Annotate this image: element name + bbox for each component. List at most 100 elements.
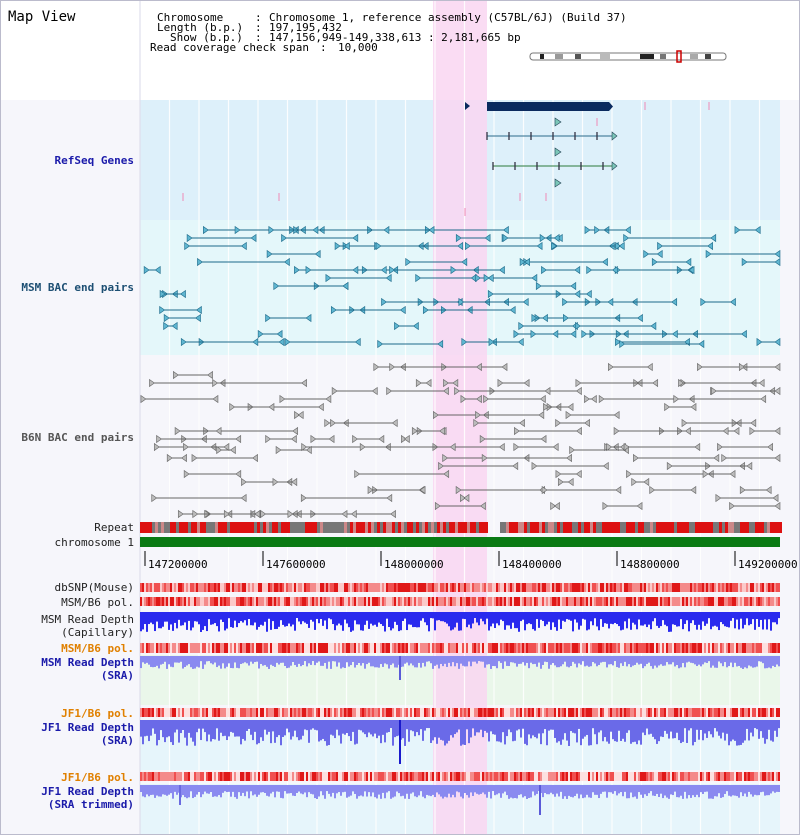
- b6n-bac-end: [235, 469, 242, 479]
- b6n-bac-end: [449, 442, 456, 452]
- b6n-bac-end: [626, 469, 632, 479]
- dbsnp-cell: [670, 583, 672, 592]
- msm-capillary-depth: [388, 612, 390, 628]
- dbsnp-cell: [724, 583, 726, 592]
- dbsnp-cell: [258, 583, 260, 592]
- msm-pol2-cell: [164, 643, 166, 653]
- b6n-bac-end: [584, 418, 590, 428]
- jf1-pol2-cell: [378, 772, 380, 781]
- jf1-pol-cell: [276, 708, 278, 717]
- jf1-trim-depth: [220, 785, 222, 798]
- dbsnp-cell: [568, 583, 570, 592]
- msm-capillary-depth: [732, 612, 734, 619]
- jf1-trim-depth: [572, 785, 574, 798]
- jf1-pol2-cell: [744, 772, 746, 781]
- repeat-cell: [338, 522, 341, 533]
- jf1-pol2-cell: [414, 772, 416, 781]
- jf1-trim-depth: [338, 785, 340, 793]
- msm-pol-cell: [512, 597, 514, 606]
- jf1-trim-depth: [326, 785, 328, 792]
- jf1-pol2-cell: [568, 772, 570, 781]
- msm-bac-end: [698, 339, 705, 349]
- dbsnp-cell: [418, 583, 420, 592]
- track-label-b6n-bac[interactable]: B6N BAC end pairs: [21, 431, 134, 444]
- msm-bac-end: [615, 241, 622, 251]
- msm-sra-depth: [382, 656, 384, 667]
- msm-pol2-cell: [732, 643, 734, 653]
- jf1-sra-depth: [590, 720, 592, 746]
- dbsnp-cell: [166, 583, 168, 592]
- dbsnp-cell: [476, 583, 478, 592]
- jf1-pol2-cell: [228, 772, 230, 781]
- b6n-bac-end: [514, 426, 520, 436]
- dbsnp-cell: [262, 583, 264, 592]
- track-label-jf1-depth-trimmed[interactable]: JF1 Read Depth: [41, 785, 134, 798]
- track-label-refseq[interactable]: RefSeq Genes: [54, 154, 134, 167]
- jf1-pol2-cell: [354, 772, 356, 781]
- jf1-sra-depth: [208, 720, 210, 735]
- msm-capillary-depth: [448, 612, 450, 627]
- jf1-pol-cell: [340, 708, 342, 717]
- msm-sra-depth: [264, 656, 266, 666]
- repeat-cell: [719, 522, 722, 533]
- jf1-sra-depth: [294, 720, 296, 731]
- msm-sra-depth: [538, 656, 540, 663]
- msm-pol2-cell: [330, 643, 332, 653]
- dbsnp-cell: [352, 583, 354, 592]
- msm-capillary-depth: [240, 612, 242, 622]
- msm-sra-depth: [286, 656, 288, 669]
- msm-pol2-cell: [182, 643, 184, 653]
- jf1-pol-cell: [172, 708, 174, 717]
- msm-pol2-cell: [612, 643, 614, 653]
- jf1-trim-depth: [462, 785, 464, 799]
- jf1-pol2-cell: [696, 772, 698, 781]
- track-label-msm-depth-sra[interactable]: MSM Read Depth: [41, 656, 134, 669]
- jf1-pol-cell: [270, 708, 272, 717]
- jf1-pol2-cell: [140, 772, 142, 781]
- msm-sra-depth: [244, 656, 246, 663]
- dbsnp-cell: [392, 583, 394, 592]
- jf1-sra-depth: [358, 720, 360, 730]
- jf1-pol-cell: [760, 708, 762, 717]
- jf1-trim-depth: [314, 785, 316, 799]
- msm-sra-depth: [618, 656, 620, 668]
- msm-pol-cell: [464, 597, 466, 606]
- msm-pol-cell: [300, 597, 302, 606]
- msm-pol-cell: [542, 597, 544, 606]
- jf1-pol-cell: [204, 708, 206, 717]
- jf1-pol2-cell: [490, 772, 492, 781]
- msm-pol2-cell: [172, 643, 174, 653]
- jf1-pol-cell: [748, 708, 750, 717]
- jf1-sra-depth: [582, 720, 584, 739]
- repeat-cell: [284, 522, 287, 533]
- msm-sra-depth: [246, 656, 248, 664]
- jf1-sra-depth: [502, 720, 504, 733]
- jf1-pol2-cell: [508, 772, 510, 781]
- jf1-sra-depth: [232, 720, 234, 733]
- msm-bac-end: [502, 225, 509, 235]
- jf1-sra-depth: [214, 720, 216, 740]
- jf1-sra-depth: [744, 720, 746, 741]
- jf1-pol-cell: [182, 708, 184, 717]
- dbsnp-cell: [432, 583, 434, 592]
- jf1-pol-cell: [624, 708, 626, 717]
- jf1-sra-depth: [526, 720, 528, 746]
- repeat-cell: [668, 522, 671, 533]
- jf1-pol2-cell: [480, 772, 482, 781]
- repeat-cell: [518, 522, 521, 533]
- jf1-trim-depth: [496, 785, 498, 795]
- dbsnp-cell: [212, 583, 214, 592]
- jf1-sra-depth: [586, 720, 588, 735]
- jf1-sra-depth: [204, 720, 206, 733]
- jf1-trim-depth: [420, 785, 422, 792]
- msm-capillary-depth: [470, 612, 472, 629]
- msm-pol-cell: [442, 597, 444, 606]
- jf1-pol2-cell: [486, 772, 488, 781]
- jf1-sra-depth: [150, 720, 152, 736]
- jf1-pol2-cell: [554, 772, 556, 781]
- track-label-msm-bac[interactable]: MSM BAC end pairs: [21, 281, 134, 294]
- jf1-pol2-cell: [206, 772, 208, 781]
- jf1-pol2-cell: [642, 772, 644, 781]
- track-label-jf1-depth-sra[interactable]: JF1 Read Depth: [41, 721, 134, 734]
- msm-capillary-depth: [556, 612, 558, 631]
